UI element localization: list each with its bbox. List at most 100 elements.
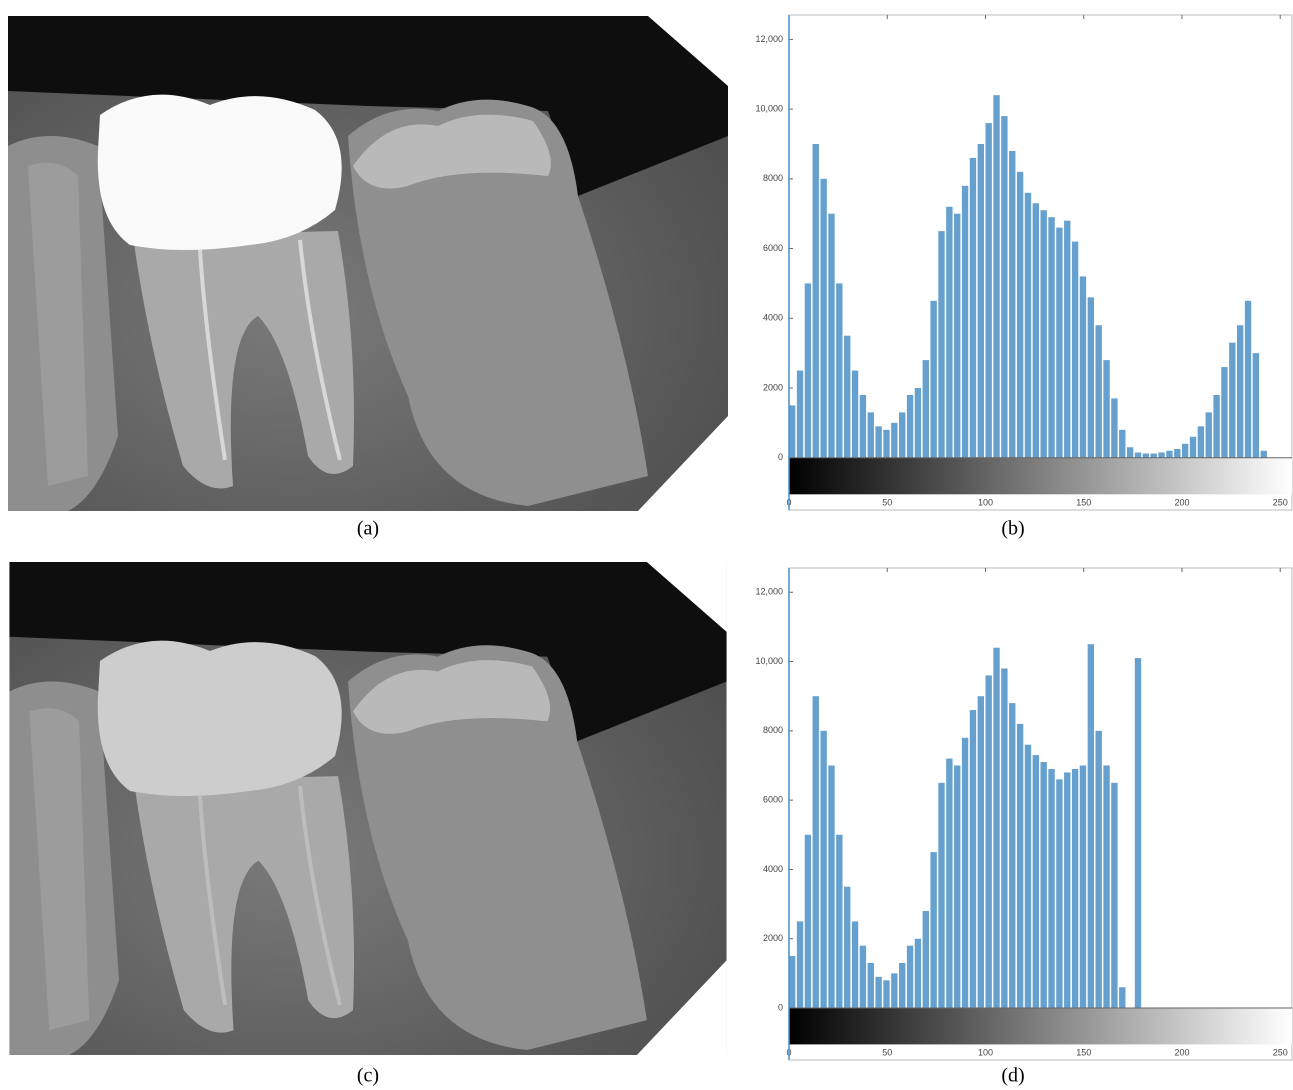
histogram-bar <box>930 301 936 458</box>
histogram-bar <box>844 887 850 1008</box>
histogram-bar <box>1135 452 1141 457</box>
figure: (a) (b) (c) (d) 0200040006000800010,0001… <box>0 0 1293 1090</box>
histogram-bar <box>915 388 921 458</box>
histogram-bar <box>1213 395 1219 458</box>
x-tick-label: 150 <box>1076 497 1091 507</box>
histogram-bar <box>954 214 960 458</box>
histogram-bar <box>1158 452 1164 457</box>
histogram-bar <box>1206 412 1212 457</box>
histogram-bar <box>1064 221 1070 458</box>
histogram-bar <box>899 412 905 457</box>
histogram-bar <box>1009 703 1015 1008</box>
histogram-bar <box>1072 769 1078 1008</box>
histogram-bar <box>1041 762 1047 1008</box>
caption: (d) <box>1001 1065 1024 1087</box>
histogram-bar <box>1001 116 1007 458</box>
histogram-bar <box>1048 217 1054 458</box>
y-tick-label: 4000 <box>763 864 783 874</box>
histogram-bar <box>1119 430 1125 458</box>
x-tick-label: 250 <box>1273 497 1288 507</box>
histogram-bar <box>805 835 811 1008</box>
histogram-bar <box>828 214 834 458</box>
y-tick-label: 12,000 <box>755 587 783 597</box>
y-tick-label: 10,000 <box>755 103 783 113</box>
histogram-bar <box>1198 426 1204 457</box>
histogram-bar <box>970 158 976 458</box>
histogram-bar <box>1229 343 1235 458</box>
histogram-bar <box>844 336 850 458</box>
gray-ramp <box>789 458 1292 495</box>
histogram-bar <box>1072 242 1078 458</box>
histogram-bar <box>891 423 897 458</box>
x-tick-label: 200 <box>1174 497 1189 507</box>
x-tick-label: 50 <box>882 497 892 507</box>
histogram-bar <box>1033 203 1039 457</box>
histogram-bar <box>993 648 999 1008</box>
histogram-bar <box>868 963 874 1008</box>
y-tick-label: 8000 <box>763 173 783 183</box>
y-tick-label: 6000 <box>763 243 783 253</box>
histogram-bar <box>813 696 819 1008</box>
histogram-bar <box>1064 772 1070 1008</box>
histogram-bar <box>923 911 929 1008</box>
histogram-bar <box>1237 325 1243 457</box>
histogram-bar <box>1048 769 1054 1008</box>
histogram-bar <box>836 283 842 457</box>
gray-ramp <box>789 1008 1292 1044</box>
histogram-bar <box>852 371 858 458</box>
histogram-bar <box>820 179 826 458</box>
caption: (a) <box>357 518 379 540</box>
histogram-bar <box>1151 454 1157 458</box>
histogram-bar <box>930 852 936 1008</box>
histogram-bar <box>1017 172 1023 458</box>
y-tick-label: 0 <box>778 452 783 462</box>
x-tick-label: 50 <box>882 1047 892 1057</box>
histogram-bar <box>1017 724 1023 1008</box>
histogram-bar <box>1088 297 1094 457</box>
histogram-bar <box>915 939 921 1008</box>
histogram-bar <box>1245 301 1251 458</box>
histogram-bar <box>1080 765 1086 1008</box>
histogram-bar <box>1025 193 1031 458</box>
histogram-bar <box>970 710 976 1008</box>
y-tick-label: 6000 <box>763 795 783 805</box>
histogram-bar <box>883 980 889 1008</box>
x-tick-label: 100 <box>978 497 993 507</box>
histogram-bar <box>828 765 834 1008</box>
histogram-bar <box>978 144 984 458</box>
histogram-bar <box>868 412 874 457</box>
histogram-bar <box>1261 451 1267 458</box>
y-tick-label: 10,000 <box>755 656 783 666</box>
histogram-bar <box>1041 210 1047 458</box>
histogram-bar <box>875 977 881 1008</box>
histogram-bar <box>946 207 952 458</box>
page: (a) (b) (c) (d) 0200040006000800010,0001… <box>0 0 1293 1090</box>
histogram-bar <box>1127 447 1133 457</box>
histogram-bar <box>985 675 991 1008</box>
radiograph-c <box>9 562 726 1055</box>
histogram-bar <box>1119 987 1125 1008</box>
x-tick-label: 200 <box>1174 1047 1189 1057</box>
histogram-bar <box>923 360 929 458</box>
histogram-bar <box>1221 367 1227 458</box>
histogram-bar <box>1096 731 1102 1008</box>
histogram-bar <box>805 283 811 457</box>
y-tick-label: 4000 <box>763 313 783 323</box>
caption: (c) <box>357 1065 379 1087</box>
histogram-bar <box>1103 765 1109 1008</box>
histogram-bar <box>954 765 960 1008</box>
histogram-bar <box>1001 668 1007 1008</box>
x-tick-label: 150 <box>1076 1047 1091 1057</box>
histogram-bar <box>1088 644 1094 1008</box>
histogram-bar <box>836 835 842 1008</box>
histogram-bar <box>1190 437 1196 458</box>
histogram-bar <box>1009 151 1015 458</box>
histogram-bar <box>985 123 991 458</box>
histogram-bar <box>1166 451 1172 458</box>
histogram-bar <box>1096 325 1102 457</box>
y-tick-label: 8000 <box>763 725 783 735</box>
histogram-bar <box>820 731 826 1008</box>
histogram-bar <box>797 371 803 458</box>
histogram-bar <box>1143 454 1149 458</box>
histogram-bar <box>938 231 944 458</box>
